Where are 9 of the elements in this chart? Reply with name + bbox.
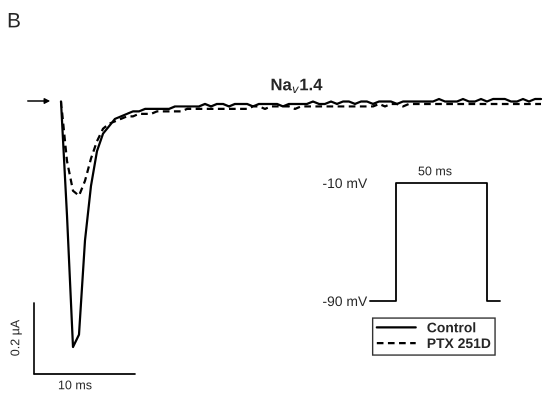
- legend-label: Control: [427, 322, 476, 332]
- y-tick-label: -90 mV: [323, 296, 368, 306]
- text: 10 ms: [58, 380, 92, 390]
- chart-title: Na$_{v}$1.4: [272, 78, 322, 94]
- text: B: [8, 13, 20, 28]
- legend-label: PTX 251D: [428, 338, 490, 348]
- annotation: 50 ms: [418, 166, 452, 176]
- text: 0.2 µA: [10, 320, 22, 356]
- y-tick-label: -10 mV: [323, 178, 368, 188]
